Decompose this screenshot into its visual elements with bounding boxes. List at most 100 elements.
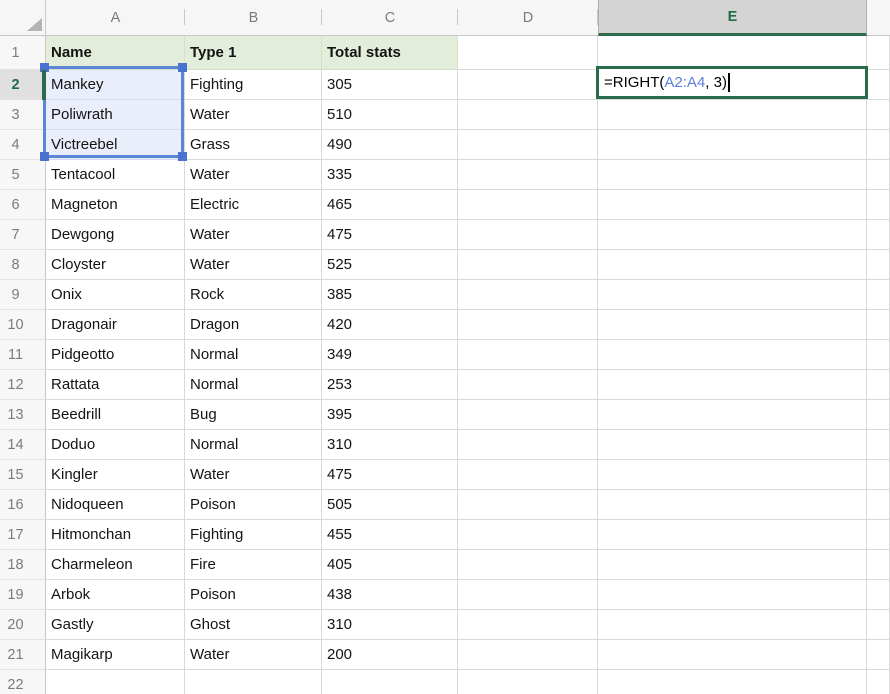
- cell-A12[interactable]: Rattata: [46, 370, 185, 400]
- cell-C13[interactable]: 395: [322, 400, 458, 430]
- cell-E12[interactable]: [598, 370, 867, 400]
- cell-E15[interactable]: [598, 460, 867, 490]
- cell-C6[interactable]: 465: [322, 190, 458, 220]
- selection-handle-bottom-left[interactable]: [40, 152, 49, 161]
- column-header-partial[interactable]: [867, 0, 890, 36]
- cell-E1[interactable]: [598, 36, 867, 70]
- cell-D18[interactable]: [458, 550, 598, 580]
- cell-A3[interactable]: Poliwrath: [46, 100, 185, 130]
- cell-C10[interactable]: 420: [322, 310, 458, 340]
- cell-E7[interactable]: [598, 220, 867, 250]
- row-header-14[interactable]: 14: [0, 430, 46, 460]
- cell-D19[interactable]: [458, 580, 598, 610]
- cell-B20[interactable]: Ghost: [185, 610, 322, 640]
- cell-D3[interactable]: [458, 100, 598, 130]
- cell-D13[interactable]: [458, 400, 598, 430]
- cell-C12[interactable]: 253: [322, 370, 458, 400]
- row-header-11[interactable]: 11: [0, 340, 46, 370]
- cell-D1[interactable]: [458, 36, 598, 70]
- cell-B21[interactable]: Water: [185, 640, 322, 670]
- cell-A2[interactable]: Mankey: [46, 70, 185, 100]
- cell-D5[interactable]: [458, 160, 598, 190]
- cell-F20[interactable]: [867, 610, 890, 640]
- cell-F2[interactable]: [867, 70, 890, 100]
- row-header-19[interactable]: 19: [0, 580, 46, 610]
- cell-C3[interactable]: 510: [322, 100, 458, 130]
- cell-F18[interactable]: [867, 550, 890, 580]
- range-selection-marquee[interactable]: [40, 63, 187, 161]
- cell-F10[interactable]: [867, 310, 890, 340]
- cell-F7[interactable]: [867, 220, 890, 250]
- cell-A11[interactable]: Pidgeotto: [46, 340, 185, 370]
- cell-D17[interactable]: [458, 520, 598, 550]
- cell-C8[interactable]: 525: [322, 250, 458, 280]
- cell-E3[interactable]: [598, 100, 867, 130]
- cell-B14[interactable]: Normal: [185, 430, 322, 460]
- column-header-B[interactable]: B: [185, 0, 322, 36]
- cell-B12[interactable]: Normal: [185, 370, 322, 400]
- row-header-7[interactable]: 7: [0, 220, 46, 250]
- cell-F3[interactable]: [867, 100, 890, 130]
- cell-F6[interactable]: [867, 190, 890, 220]
- cell-F1[interactable]: [867, 36, 890, 70]
- cell-D22[interactable]: [458, 670, 598, 694]
- cell-B6[interactable]: Electric: [185, 190, 322, 220]
- cell-E14[interactable]: [598, 430, 867, 460]
- cell-D7[interactable]: [458, 220, 598, 250]
- cell-A7[interactable]: Dewgong: [46, 220, 185, 250]
- row-header-5[interactable]: 5: [0, 160, 46, 190]
- cell-F5[interactable]: [867, 160, 890, 190]
- cell-C19[interactable]: 438: [322, 580, 458, 610]
- selection-handle-top-right[interactable]: [178, 63, 187, 72]
- cell-D6[interactable]: [458, 190, 598, 220]
- cell-B8[interactable]: Water: [185, 250, 322, 280]
- cell-D14[interactable]: [458, 430, 598, 460]
- row-header-8[interactable]: 8: [0, 250, 46, 280]
- cell-E10[interactable]: [598, 310, 867, 340]
- row-header-1[interactable]: 1: [0, 36, 46, 70]
- cell-B18[interactable]: Fire: [185, 550, 322, 580]
- cell-F14[interactable]: [867, 430, 890, 460]
- cell-B15[interactable]: Water: [185, 460, 322, 490]
- cell-D15[interactable]: [458, 460, 598, 490]
- cell-E19[interactable]: [598, 580, 867, 610]
- cell-E16[interactable]: [598, 490, 867, 520]
- cell-D11[interactable]: [458, 340, 598, 370]
- cell-F12[interactable]: [867, 370, 890, 400]
- cell-F17[interactable]: [867, 520, 890, 550]
- cell-E8[interactable]: [598, 250, 867, 280]
- cell-D12[interactable]: [458, 370, 598, 400]
- cell-A14[interactable]: Doduo: [46, 430, 185, 460]
- cell-F22[interactable]: [867, 670, 890, 694]
- cell-C18[interactable]: 405: [322, 550, 458, 580]
- cell-A16[interactable]: Nidoqueen: [46, 490, 185, 520]
- cell-A6[interactable]: Magneton: [46, 190, 185, 220]
- cell-C14[interactable]: 310: [322, 430, 458, 460]
- cell-A20[interactable]: Gastly: [46, 610, 185, 640]
- column-header-C[interactable]: C: [322, 0, 458, 36]
- cell-C20[interactable]: 310: [322, 610, 458, 640]
- cell-A10[interactable]: Dragonair: [46, 310, 185, 340]
- cell-F4[interactable]: [867, 130, 890, 160]
- cell-E21[interactable]: [598, 640, 867, 670]
- cell-E6[interactable]: [598, 190, 867, 220]
- cell-B11[interactable]: Normal: [185, 340, 322, 370]
- cell-C2[interactable]: 305: [322, 70, 458, 100]
- cell-F13[interactable]: [867, 400, 890, 430]
- row-header-20[interactable]: 20: [0, 610, 46, 640]
- cell-D21[interactable]: [458, 640, 598, 670]
- cell-B22[interactable]: [185, 670, 322, 694]
- cell-A13[interactable]: Beedrill: [46, 400, 185, 430]
- cell-A1[interactable]: Name: [46, 36, 185, 70]
- cell-E18[interactable]: [598, 550, 867, 580]
- cell-C9[interactable]: 385: [322, 280, 458, 310]
- cell-D10[interactable]: [458, 310, 598, 340]
- cell-A18[interactable]: Charmeleon: [46, 550, 185, 580]
- selection-handle-top-left[interactable]: [40, 63, 49, 72]
- cell-B4[interactable]: Grass: [185, 130, 322, 160]
- cell-C4[interactable]: 490: [322, 130, 458, 160]
- cell-E4[interactable]: [598, 130, 867, 160]
- cell-D8[interactable]: [458, 250, 598, 280]
- row-header-22[interactable]: 22: [0, 670, 46, 694]
- row-header-10[interactable]: 10: [0, 310, 46, 340]
